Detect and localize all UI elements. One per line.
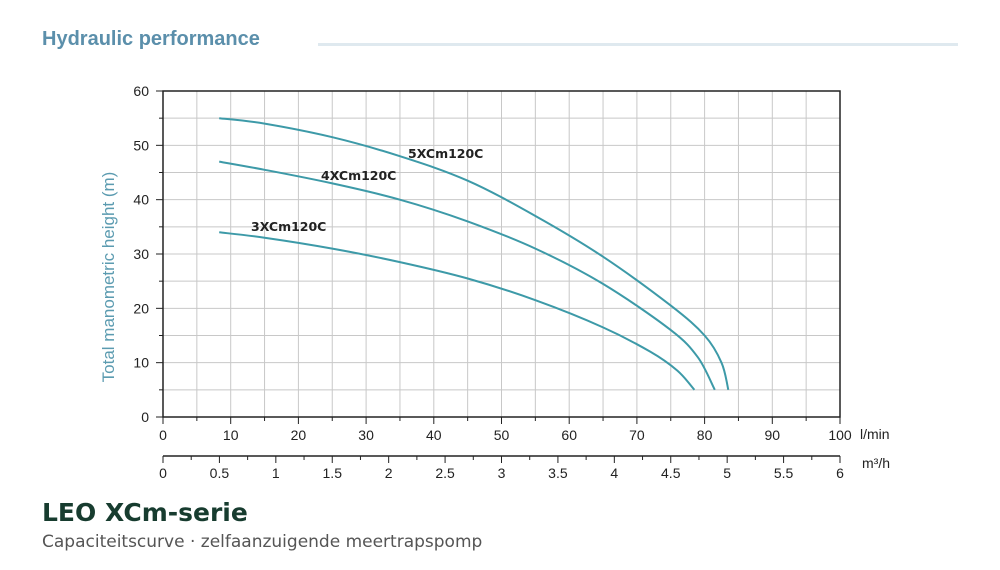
x2-tick-label: 2.5 <box>435 465 455 481</box>
grid <box>163 91 840 417</box>
y-tick-label: 30 <box>133 246 149 262</box>
y-tick-label: 20 <box>133 300 149 316</box>
y-tick-label: 40 <box>133 192 149 208</box>
series-label: 3XCm120C <box>251 219 326 234</box>
x-tick-label: 70 <box>629 427 645 443</box>
y-axis-label: Total manometric height (m) <box>99 172 118 383</box>
series-label: 5XCm120C <box>408 146 483 161</box>
series-curve <box>219 117 730 391</box>
x2-tick-label: 0.5 <box>210 465 230 481</box>
x2-tick-label: 6 <box>836 465 844 481</box>
series-label: 4XCm120C <box>321 168 396 183</box>
x2-tick-label: 4.5 <box>661 465 681 481</box>
x2-tick-label: 5.5 <box>774 465 794 481</box>
x2-tick-label: 5 <box>723 465 731 481</box>
x-axis-ticks: 0 10 20 30 40 50 60 70 80 90 100 <box>159 417 852 443</box>
x2-tick-label: 3.5 <box>548 465 568 481</box>
product-series-title: LEO XCm-serie <box>42 498 248 527</box>
x2-tick-label: 2 <box>385 465 393 481</box>
y-tick-label: 0 <box>141 409 149 425</box>
x2-tick-label: 3 <box>498 465 506 481</box>
series-curve <box>219 231 696 391</box>
x-tick-label: 60 <box>561 427 577 443</box>
x-tick-label: 20 <box>291 427 307 443</box>
curves: 5XCm120C 4XCm120C 3XCm120C <box>219 117 730 391</box>
y-tick-label: 50 <box>133 137 149 153</box>
section-title: Hydraulic performance <box>42 28 260 50</box>
y-tick-label: 60 <box>133 83 149 99</box>
x-tick-label: 80 <box>697 427 713 443</box>
x-tick-label: 50 <box>494 427 510 443</box>
x-tick-label: 30 <box>358 427 374 443</box>
x-axis-unit: l/min <box>860 426 890 442</box>
title-divider <box>318 43 958 46</box>
x2-tick-label: 1.5 <box>323 465 343 481</box>
product-subtitle: Capaciteitscurve · zelfaanzuigende meert… <box>42 532 483 552</box>
secondary-x-axis-unit: m³/h <box>862 455 890 471</box>
x2-tick-label: 1 <box>272 465 280 481</box>
x-tick-label: 90 <box>765 427 781 443</box>
x2-tick-label: 0 <box>159 465 167 481</box>
x2-tick-label: 4 <box>610 465 618 481</box>
series-curve <box>219 160 716 391</box>
x-tick-label: 40 <box>426 427 442 443</box>
y-axis-ticks: 0 10 20 30 40 50 60 <box>133 83 163 425</box>
x-tick-label: 0 <box>159 427 167 443</box>
x-tick-label: 10 <box>223 427 239 443</box>
x-tick-label: 100 <box>828 427 852 443</box>
y-tick-label: 10 <box>133 355 149 371</box>
secondary-x-axis-ticks: 0 0.5 1 1.5 2 2.5 3 3.5 4 4.5 5 5.5 6 <box>159 456 844 481</box>
